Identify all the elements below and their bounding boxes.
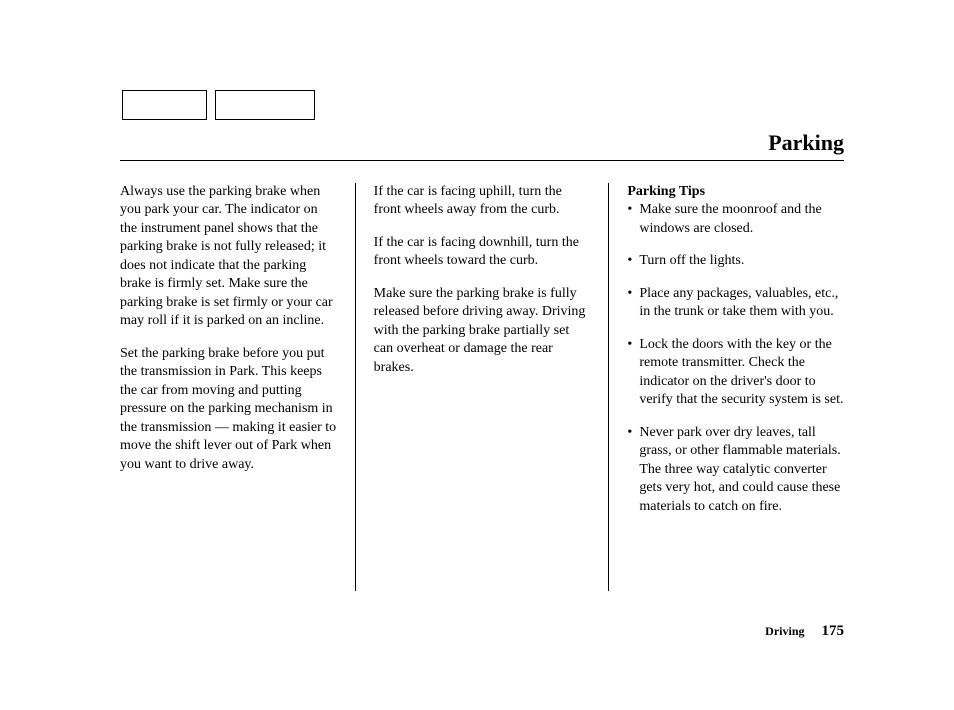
content-columns: Always use the parking brake when you pa… <box>120 183 844 591</box>
paragraph: Always use the parking brake when you pa… <box>120 183 337 331</box>
section-label: Driving <box>765 624 804 638</box>
page-number: 175 <box>822 623 845 639</box>
list-item: Lock the doors with the key or the remot… <box>627 336 844 410</box>
subheading: Parking Tips <box>627 183 844 201</box>
page-footer: Driving 175 <box>765 623 844 640</box>
nav-button-prev[interactable] <box>122 90 207 120</box>
column-3: Parking Tips Make sure the moonroof and … <box>609 183 844 591</box>
paragraph: Set the parking brake before you put the… <box>120 345 337 474</box>
paragraph: Make sure the parking brake is fully rel… <box>374 285 591 377</box>
list-item: Make sure the moonroof and the windows a… <box>627 201 844 238</box>
paragraph: If the car is facing uphill, turn the fr… <box>374 183 591 220</box>
tips-list: Make sure the moonroof and the windows a… <box>627 201 844 516</box>
nav-button-group <box>122 90 894 120</box>
title-rule <box>120 160 844 161</box>
list-item: Turn off the lights. <box>627 252 844 270</box>
page-title: Parking <box>768 130 844 156</box>
column-2: If the car is facing uphill, turn the fr… <box>356 183 610 591</box>
column-1: Always use the parking brake when you pa… <box>120 183 356 591</box>
list-item: Place any packages, valuables, etc., in … <box>627 285 844 322</box>
nav-button-next[interactable] <box>215 90 315 120</box>
paragraph: If the car is facing downhill, turn the … <box>374 234 591 271</box>
list-item: Never park over dry leaves, tall grass, … <box>627 424 844 516</box>
page: Parking Always use the parking brake whe… <box>0 0 954 710</box>
